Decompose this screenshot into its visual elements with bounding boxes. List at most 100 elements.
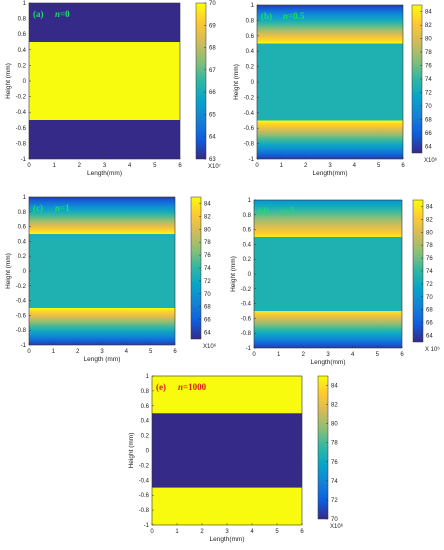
colorbar-tick-label: 84 — [331, 384, 338, 390]
colorbar-tick-label: 64 — [425, 144, 432, 150]
y-tick-label: -0.6 — [139, 493, 150, 499]
colorbar-scale: X10⁶ — [203, 343, 217, 350]
colorbar-tick-label: 66 — [425, 131, 432, 137]
colorbar-tick-label: 68 — [426, 308, 433, 314]
y-tick-label: 0.6 — [246, 34, 255, 40]
x-tick-label: 6 — [401, 163, 405, 169]
y-tick-label: 0.2 — [18, 254, 27, 260]
y-tick-label: -1 — [21, 343, 27, 349]
y-tick-label: -0.8 — [241, 331, 252, 337]
x-tick-label: 5 — [376, 352, 380, 358]
x-tick-label: 3 — [103, 163, 107, 169]
panel-label: (c) — [33, 203, 43, 213]
colorbar-tick-label: 76 — [425, 64, 432, 70]
y-tick-label: 0.4 — [18, 48, 27, 54]
colorbar-tick-label: 70 — [204, 292, 211, 298]
layer-2 — [254, 311, 402, 348]
x-tick-label: 2 — [200, 529, 204, 535]
y-tick-label: -1 — [144, 523, 150, 529]
layer-0 — [254, 200, 402, 237]
y-tick-label: -0.2 — [244, 95, 255, 101]
y-tick-label: 0 — [251, 80, 255, 86]
y-tick-label: -0.8 — [16, 328, 27, 334]
panel-1: 10.80.60.40.20-0.2-0.4-0.6-0.8-10 1 2 3 4 5 6L… — [233, 3, 438, 177]
x-axis-label: Length(mm) — [310, 359, 345, 366]
layer-1 — [254, 237, 402, 311]
colorbar-tick-label: 84 — [204, 201, 211, 207]
n-label: n=5 — [280, 206, 295, 216]
x-tick-label: 6 — [173, 349, 177, 355]
colorbar — [195, 2, 207, 160]
colorbar-tick-label: 70 — [426, 295, 433, 301]
x-tick-label: 0 — [27, 349, 31, 355]
colorbar-tick-label: 66 — [426, 321, 433, 327]
y-tick-label: -0.8 — [139, 508, 150, 514]
y-tick-label: 1 — [251, 3, 255, 9]
y-tick-label: 0 — [23, 79, 27, 85]
x-tick-label: 6 — [300, 529, 304, 535]
y-tick-label: -0.4 — [241, 302, 252, 308]
y-tick-label: 0.4 — [246, 49, 255, 55]
layer-0 — [29, 197, 175, 234]
y-tick-label: -0.8 — [244, 142, 255, 148]
colorbar-tick-label: 72 — [426, 282, 433, 288]
y-tick-label: 0.2 — [141, 434, 150, 440]
y-tick-label: 0.2 — [246, 65, 255, 71]
panel-3: 10.80.60.40.20-0.2-0.4-0.6-0.8-10 1 2 3 4 5 6L… — [230, 198, 440, 366]
y-tick-label: 0.4 — [18, 239, 27, 245]
colorbar-tick-label: 76 — [204, 253, 211, 259]
colorbar-tick-label: 64 — [204, 331, 211, 337]
panel-4: 10.80.60.40.20-0.2-0.4-0.6-0.8-10 1 2 3 4 5 6L… — [128, 374, 344, 543]
colorbar-tick-label: 70 — [331, 517, 338, 523]
y-tick-label: 0.8 — [243, 213, 252, 219]
x-tick-label: 5 — [149, 349, 153, 355]
x-tick-label: 4 — [128, 163, 132, 169]
colorbar-tick-label: 70 — [209, 1, 216, 7]
layer-2 — [29, 120, 180, 159]
y-axis-label: Height (mm) — [5, 63, 12, 99]
n-label: n=1000 — [178, 382, 207, 392]
x-tick-label: 0 — [27, 163, 31, 169]
layer-0 — [152, 376, 302, 414]
x-tick-label: 0 — [252, 352, 256, 358]
y-tick-label: 0 — [23, 269, 27, 275]
colorbar-tick-label: 74 — [425, 77, 432, 83]
y-tick-label: 0.6 — [141, 404, 150, 410]
y-tick-label: -0.4 — [139, 478, 150, 484]
y-tick-label: 0.2 — [243, 257, 252, 263]
x-tick-label: 2 — [78, 163, 82, 169]
colorbar-tick-label: 84 — [425, 10, 432, 16]
x-tick-label: 4 — [351, 352, 355, 358]
y-tick-label: -0.2 — [16, 284, 27, 290]
x-tick-label: 1 — [277, 352, 281, 358]
y-tick-label: -0.2 — [139, 463, 150, 469]
x-tick-label: 5 — [275, 529, 279, 535]
colorbar-tick-label: 78 — [204, 240, 211, 246]
colorbar-tick-label: 76 — [331, 460, 338, 466]
x-tick-label: 0 — [255, 163, 259, 169]
panel-label: (e) — [156, 382, 166, 392]
x-tick-label: 4 — [250, 529, 254, 535]
n-label: n=0 — [55, 9, 70, 19]
x-tick-label: 2 — [76, 349, 80, 355]
y-tick-label: 0 — [146, 449, 150, 455]
colorbar-tick-label: 74 — [426, 269, 433, 275]
x-axis-label: Length(mm) — [209, 536, 244, 543]
colorbar — [317, 375, 329, 520]
y-tick-label: 0.8 — [141, 389, 150, 395]
y-tick-label: -0.2 — [241, 287, 252, 293]
y-tick-label: -0.2 — [16, 95, 27, 101]
colorbar-tick-label: 64 — [426, 334, 433, 340]
x-tick-label: 4 — [125, 349, 129, 355]
y-tick-label: -0.6 — [241, 316, 252, 322]
colorbar-tick-label: 70 — [425, 104, 432, 110]
y-tick-label: -0.6 — [244, 126, 255, 132]
y-tick-label: -1 — [249, 157, 255, 163]
layer-0 — [29, 3, 180, 42]
y-tick-label: 1 — [23, 1, 27, 7]
x-tick-label: 2 — [302, 352, 306, 358]
y-axis-label: Height (mm) — [5, 253, 12, 289]
colorbar-scale: X 10⁶ — [425, 346, 440, 353]
y-tick-label: 1 — [23, 195, 27, 201]
y-tick-label: -0.4 — [244, 111, 255, 117]
